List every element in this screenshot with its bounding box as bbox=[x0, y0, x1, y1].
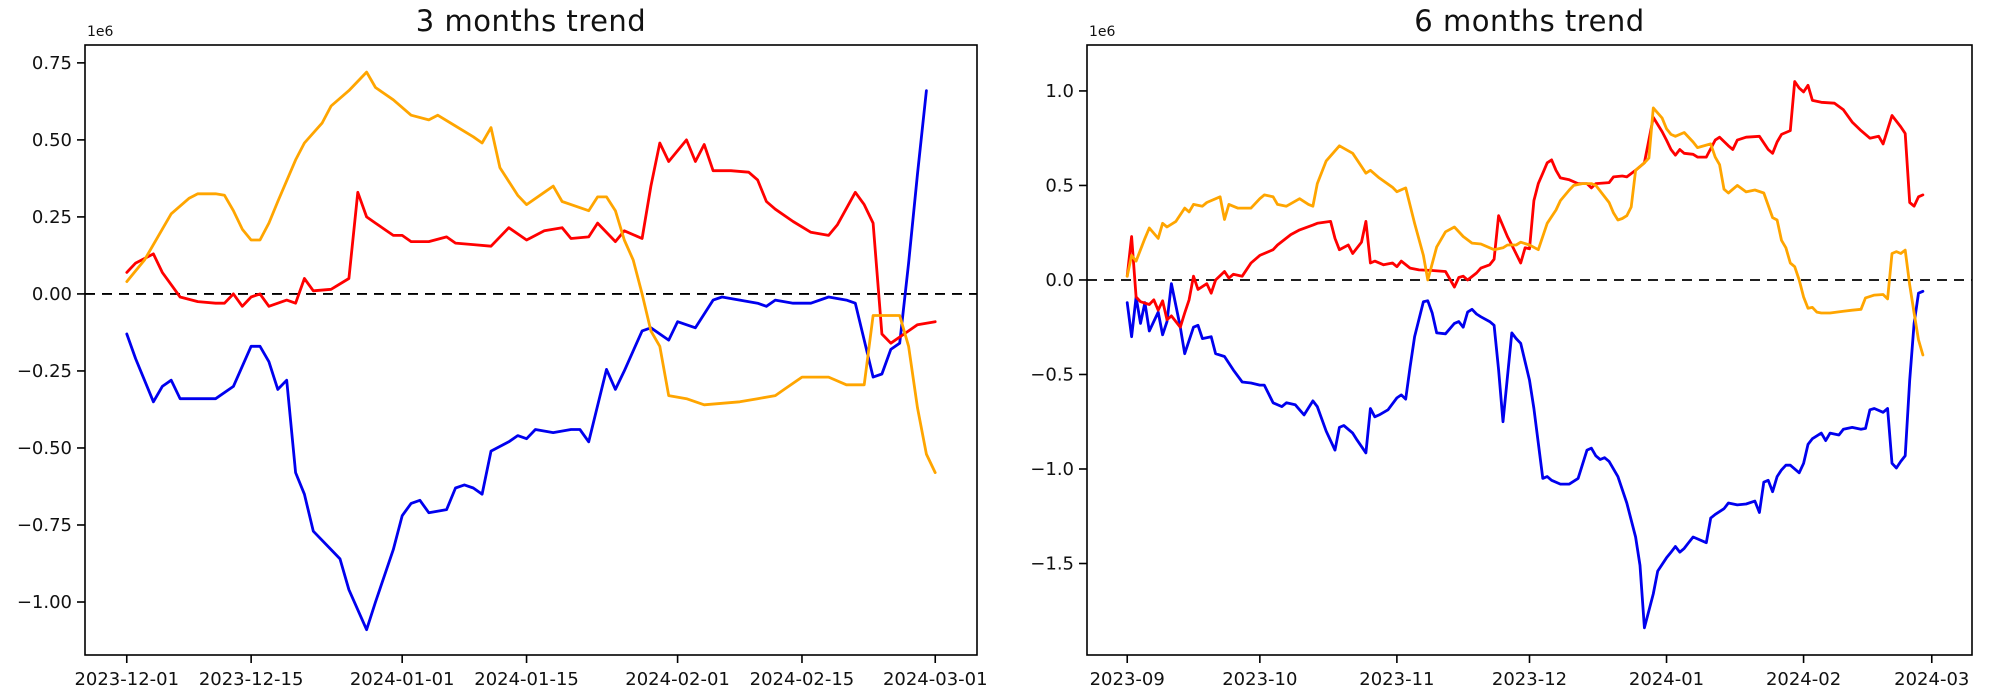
y-tick-label: −1.0 bbox=[1030, 459, 1074, 480]
chart-6-months-trend: 1.0 0.5 0.0 −0.5 −1.0 −1.5 2023-09 2023-10 2023-… bbox=[1030, 44, 1973, 690]
x-tick-label: 2024-02-01 bbox=[625, 669, 730, 690]
y-tick-label: −0.5 bbox=[1030, 364, 1074, 385]
y-tick-label: 0.50 bbox=[32, 130, 72, 151]
y-tick-label: −0.25 bbox=[17, 361, 72, 382]
y-tick-label: 0.0 bbox=[1045, 270, 1074, 291]
y-tick-label: 0.00 bbox=[32, 284, 72, 305]
x-tick-label: 2024-01-01 bbox=[350, 669, 455, 690]
y-axis-offset-label-left: 1e6 bbox=[87, 24, 114, 40]
chart-title-6-months: 6 months trend bbox=[1414, 4, 1645, 38]
y-axis-offset-label-right: 1e6 bbox=[1089, 24, 1116, 40]
y-tick-label: −0.50 bbox=[17, 438, 72, 459]
x-tick-label: 2023-12-15 bbox=[199, 669, 304, 690]
series-line-red bbox=[125, 138, 937, 345]
series-line-red bbox=[1125, 80, 1925, 329]
x-tick-label: 2024-03 bbox=[1894, 669, 1969, 690]
series-line-blue bbox=[125, 89, 928, 632]
chart-title-3-months: 3 months trend bbox=[415, 4, 647, 38]
y-tick-label: 0.25 bbox=[32, 207, 72, 228]
y-tick-label: −1.5 bbox=[1030, 554, 1074, 575]
x-tick-label: 2023-10 bbox=[1222, 669, 1297, 690]
x-tick-label: 2024-01-15 bbox=[474, 669, 579, 690]
x-tick-label: 2023-11 bbox=[1359, 669, 1434, 690]
y-tick-label: 1.0 bbox=[1045, 81, 1074, 102]
x-tick-label: 2023-12-01 bbox=[74, 669, 179, 690]
series-line-blue bbox=[1125, 282, 1925, 630]
x-tick-label: 2024-01 bbox=[1629, 669, 1704, 690]
y-tick-label: −0.75 bbox=[17, 515, 72, 536]
axes-box bbox=[84, 44, 978, 656]
x-tick-label: 2024-02-15 bbox=[750, 669, 855, 690]
x-tick-label: 2023-09 bbox=[1090, 669, 1165, 690]
y-tick-label: −1.00 bbox=[17, 592, 72, 613]
y-tick-label: 0.5 bbox=[1045, 175, 1074, 196]
x-tick-label: 2024-02 bbox=[1766, 669, 1841, 690]
x-tick-label: 2023-12 bbox=[1492, 669, 1567, 690]
series-line-orange bbox=[125, 70, 937, 475]
x-tick-label: 2024-03-01 bbox=[883, 669, 988, 690]
y-tick-label: 0.75 bbox=[32, 53, 72, 74]
series-line-orange bbox=[1125, 106, 1925, 357]
axes-box bbox=[1086, 44, 1973, 656]
chart-3-months-trend: 0.75 0.50 0.25 0.00 −0.25 −0.50 −0.75 −1.00 2023… bbox=[17, 44, 988, 690]
